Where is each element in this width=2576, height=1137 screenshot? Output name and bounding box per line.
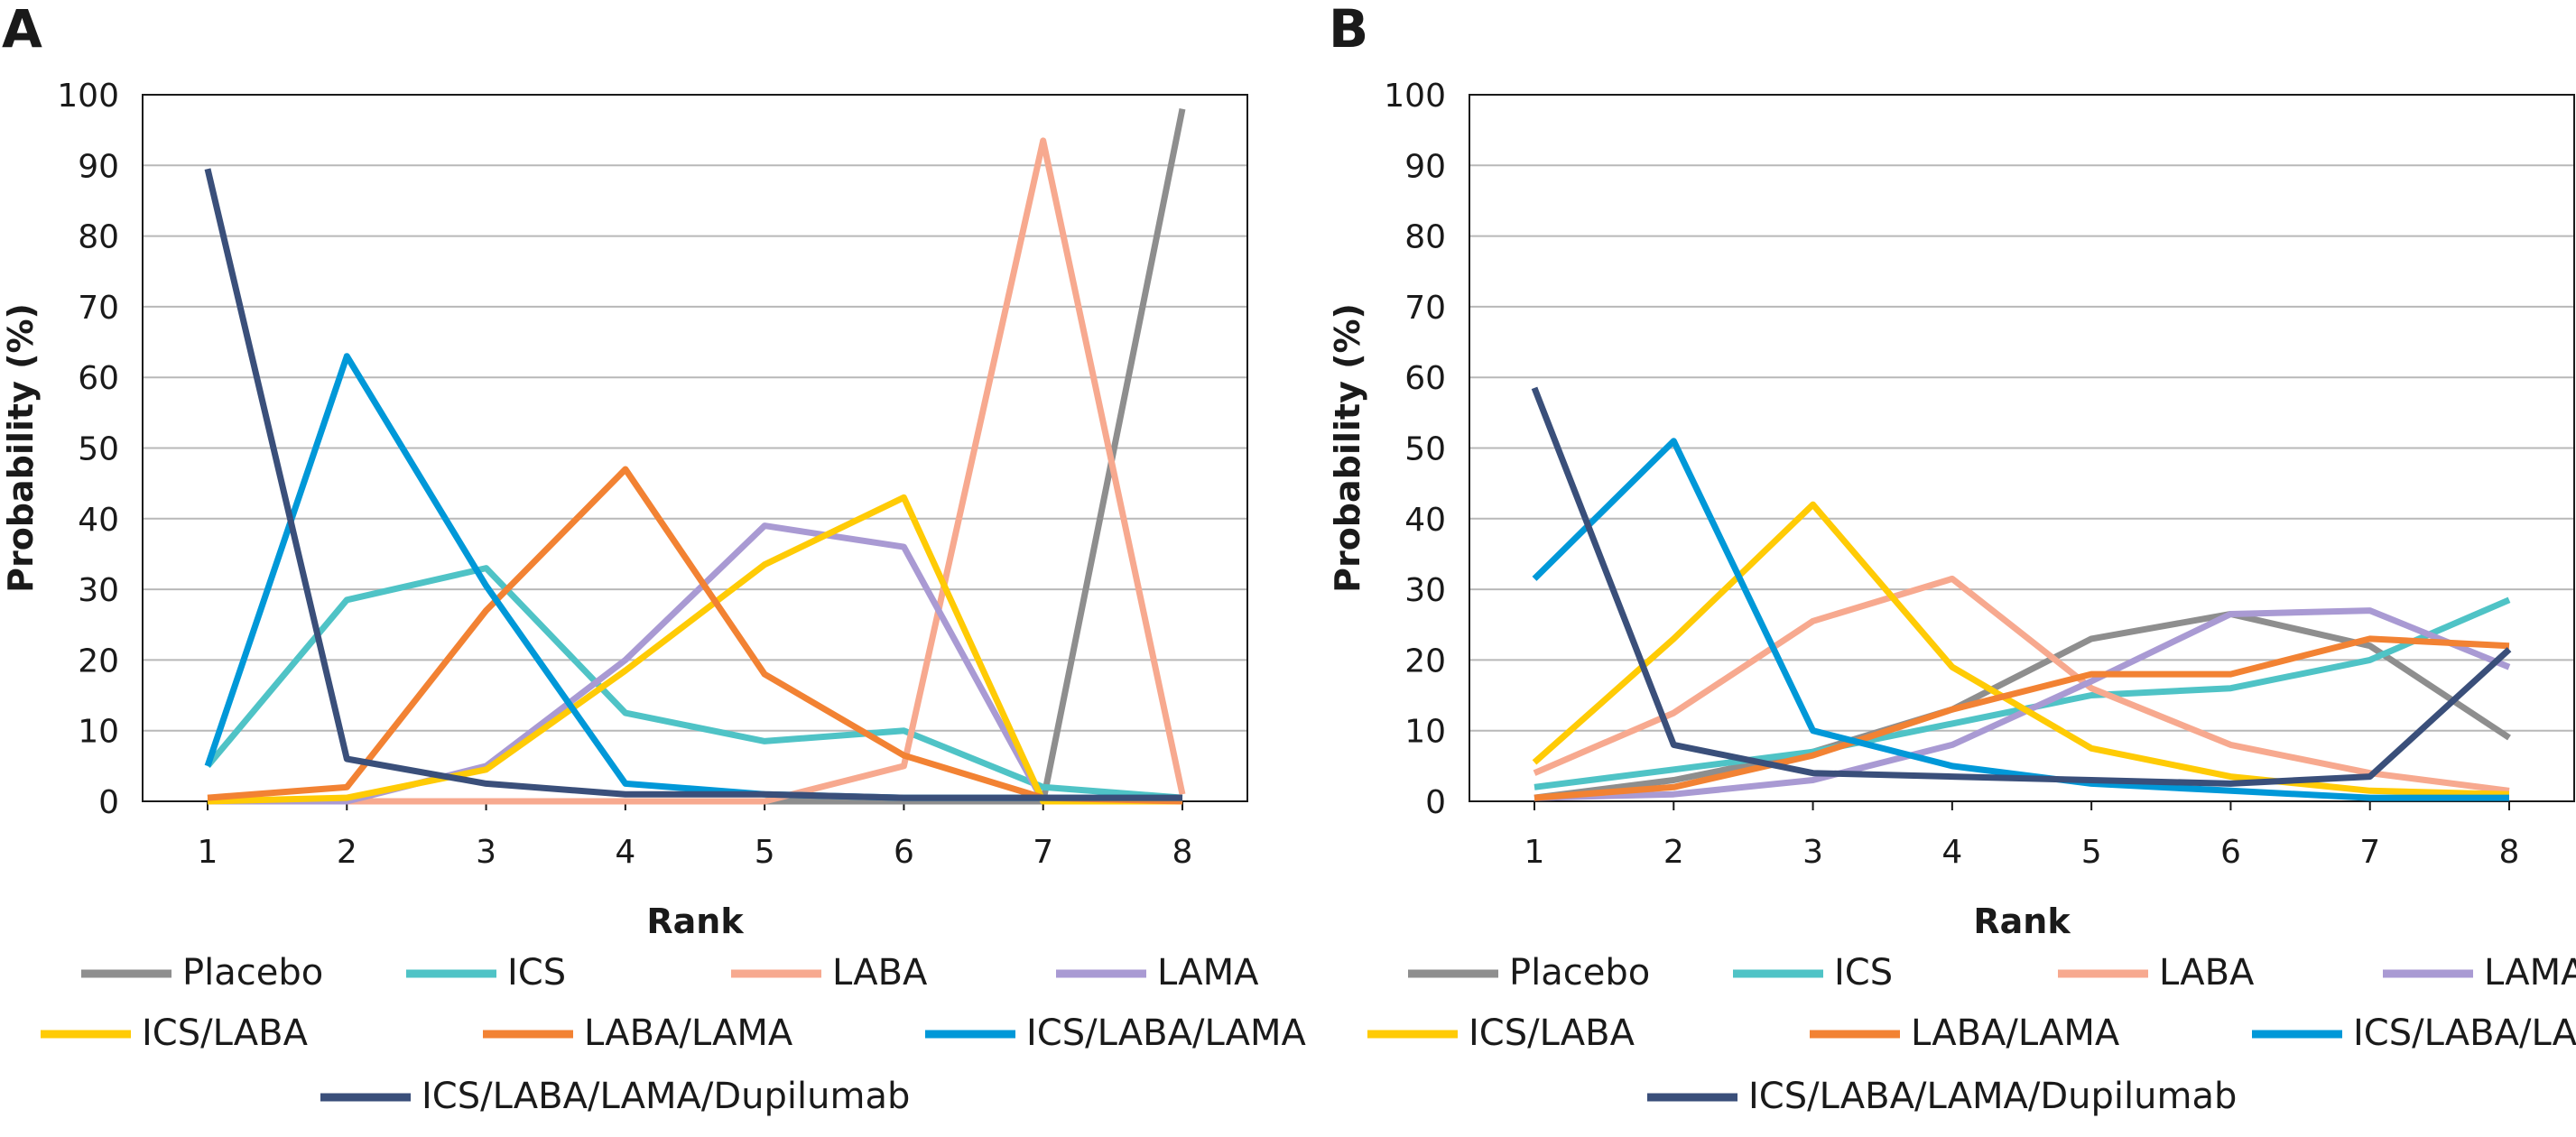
- y-tick-label: 10: [1404, 714, 1446, 751]
- panel-letter: B: [1329, 0, 1368, 60]
- legend-label-ics: ICS: [507, 952, 566, 994]
- legend-label-laba: LABA: [2159, 952, 2255, 994]
- legend-label-laba-lama: LABA/LAMA: [1911, 1012, 2120, 1054]
- legend-label-ics: ICS: [1834, 952, 1893, 994]
- series-line-laba-lama: [207, 466, 1183, 805]
- y-tick-label: 0: [1425, 784, 1446, 821]
- legend-label-ics-laba-lama: ICS/LABA/LAMA: [2353, 1012, 2576, 1054]
- series-line-laba: [1533, 575, 2510, 794]
- legend-label-laba: LABA: [832, 952, 928, 994]
- series-line-ics-laba-lama-dupilumab: [204, 168, 1182, 801]
- y-tick-label: 90: [1404, 148, 1446, 185]
- y-tick-label: 0: [98, 784, 119, 821]
- series-line-lama: [1534, 607, 2511, 801]
- series-line-ics-laba-lama: [1532, 438, 2509, 801]
- series-line-ics-laba: [207, 494, 1182, 805]
- legend-label-ics-laba-lama-dupilumab: ICS/LABA/LAMA/Dupilumab: [422, 1076, 910, 1117]
- legend-label-placebo: Placebo: [182, 952, 323, 994]
- plot-frame: [1469, 94, 2575, 802]
- y-tick-label: 60: [1404, 360, 1446, 397]
- y-tick-label: 60: [78, 360, 119, 397]
- legend-label-ics-laba-lama: ICS/LABA/LAMA: [1026, 1012, 1307, 1054]
- x-tick-label: 6: [2220, 834, 2241, 871]
- x-tick-label: 2: [1663, 834, 1684, 871]
- x-tick-label: 2: [337, 834, 357, 871]
- x-tick-label: 3: [1802, 834, 1823, 871]
- y-tick-label: 10: [78, 714, 119, 751]
- x-tick-label: 5: [2081, 834, 2102, 871]
- y-axis-title: Probability (%): [1, 303, 41, 593]
- x-axis-title: Rank: [646, 901, 744, 941]
- x-tick-label: 6: [894, 834, 914, 871]
- series-line-placebo: [1534, 611, 2511, 801]
- legend-label-lama: LAMA: [1157, 952, 1259, 994]
- x-tick-label: 1: [1524, 834, 1545, 871]
- y-tick-label: 80: [1404, 219, 1446, 256]
- legend-label-laba-lama: LABA/LAMA: [584, 1012, 793, 1054]
- y-tick-label: 40: [78, 502, 119, 539]
- y-tick-label: 20: [1404, 642, 1446, 679]
- x-tick-label: 7: [1033, 834, 1053, 871]
- y-axis-title: Probability (%): [1328, 303, 1367, 593]
- x-tick-label: 4: [1941, 834, 1962, 871]
- panel-letter: A: [2, 0, 42, 60]
- y-tick-label: 50: [1404, 431, 1446, 468]
- x-tick-label: 5: [755, 834, 775, 871]
- y-tick-label: 30: [1404, 572, 1446, 609]
- y-tick-label: 40: [1404, 502, 1446, 539]
- y-tick-label: 70: [78, 290, 119, 327]
- chart-panel-b: B 0 10 20 30 40 50 60 70 80 90 100 1 2 3 4 5 6 7 8 Rank Proba…: [1328, 0, 2576, 1117]
- legend-label-ics-laba: ICS/LABA: [142, 1012, 309, 1054]
- y-tick-label: 90: [78, 148, 119, 185]
- y-tick-label: 20: [78, 642, 119, 679]
- legend-label-ics-laba-lama-dupilumab: ICS/LABA/LAMA/Dupilumab: [1748, 1076, 2237, 1117]
- legend-label-ics-laba: ICS/LABA: [1469, 1012, 1635, 1054]
- y-tick-label: 100: [57, 78, 119, 115]
- x-tick-label: 8: [2499, 834, 2520, 871]
- legend-label-placebo: Placebo: [1509, 952, 1650, 994]
- x-tick-label: 4: [615, 834, 635, 871]
- y-tick-label: 30: [78, 572, 119, 609]
- series-line-ics-laba-lama-dupilumab: [1531, 386, 2512, 787]
- x-tick-label: 8: [1172, 834, 1193, 871]
- x-tick-label: 3: [476, 834, 496, 871]
- y-tick-label: 80: [78, 219, 119, 256]
- x-tick-label: 7: [2359, 834, 2380, 871]
- y-tick-label: 100: [1384, 78, 1446, 115]
- x-tick-label: 1: [198, 834, 218, 871]
- y-tick-label: 50: [78, 431, 119, 468]
- series-line-laba-lama: [1534, 635, 2510, 801]
- series-line-ics: [205, 565, 1183, 801]
- chart-panel-a: A 0 10 20 30 40 50 60 70 80 90 100 1 2 3 4 5 6 7 8 Rank Proba…: [1, 0, 1307, 1117]
- legend-label-lama: LAMA: [2484, 952, 2576, 994]
- series-line-ics-laba: [1532, 501, 2510, 798]
- series-line-laba: [208, 137, 1186, 805]
- x-axis-title: Rank: [1973, 901, 2071, 941]
- y-tick-label: 70: [1404, 290, 1446, 327]
